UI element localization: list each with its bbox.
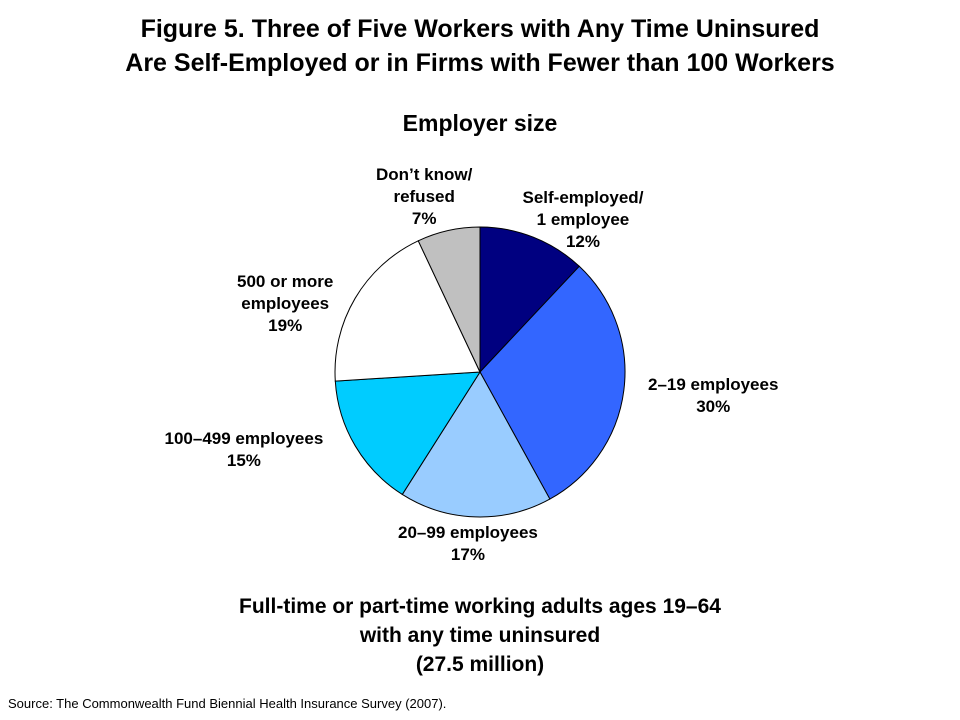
pie-slice-4 — [334, 240, 481, 382]
chart-title: Employer size — [402, 110, 558, 136]
slice-label-3: 100–499 employees 15% — [165, 428, 324, 472]
slice-value-label: 7% — [411, 209, 437, 228]
footer-line-3: (27.5 million) — [415, 653, 545, 676]
slice-label-text: employees — [241, 294, 330, 313]
slice-value-label: 12% — [565, 232, 600, 251]
slice-label-text: Don’t know/ — [376, 165, 473, 184]
slice-label-0: Self-employed/1 employee 12% — [523, 187, 644, 253]
footer-line-2: with any time uninsured — [359, 624, 601, 647]
population-note: Full-time or part-time working adults ag… — [0, 592, 960, 679]
slice-label-text: 2–19 employees — [648, 375, 779, 394]
title-line-1: Figure 5. Three of Five Workers with Any… — [140, 15, 820, 43]
slice-value-label: 15% — [226, 451, 261, 470]
pie-slice-0 — [479, 226, 580, 374]
title-line-2: Are Self-Employed or in Firms with Fewer… — [125, 49, 835, 77]
slice-value-label: 17% — [450, 545, 485, 564]
slice-label-2: 20–99 employees 17% — [398, 522, 538, 566]
slice-label-1: 2–19 employees 30% — [648, 374, 778, 418]
slice-label-4: 500 or more employees 19% — [237, 271, 333, 337]
slice-value-label: 30% — [696, 397, 731, 416]
pie-slice-1 — [479, 265, 626, 500]
slice-value-label: 19% — [268, 316, 303, 335]
slice-label-text: Self-employed/ — [522, 188, 644, 207]
footer-line-1: Full-time or part-time working adults ag… — [239, 595, 721, 618]
figure-title: Figure 5. Three of Five Workers with Any… — [0, 12, 960, 80]
slice-label-text: 20–99 employees — [398, 523, 538, 542]
slice-label-text: refused — [393, 187, 455, 206]
pie-slice-2 — [401, 371, 551, 518]
slice-label-text: 500 or more — [237, 272, 334, 291]
slice-label-5: Don’t know/refused 7% — [376, 164, 472, 230]
pie-slice-5 — [417, 226, 481, 373]
source-note: Source: The Commonwealth Fund Biennial H… — [8, 696, 447, 711]
pie-slice-3 — [334, 371, 481, 496]
slice-label-text: 100–499 employees — [164, 429, 324, 448]
slice-label-text: 1 employee — [536, 210, 630, 229]
